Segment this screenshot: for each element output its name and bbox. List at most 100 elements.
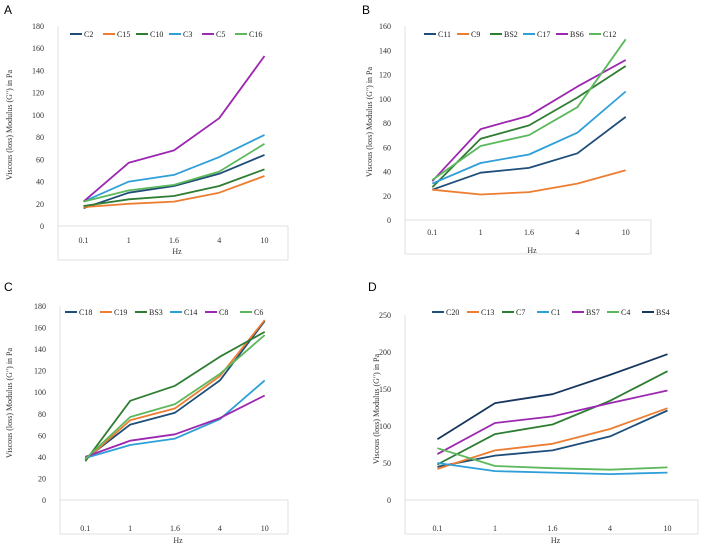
- legend-label: C12: [603, 30, 616, 39]
- x-tick-label: 0.1: [432, 524, 442, 533]
- x-axis-band: [59, 499, 289, 535]
- legend-label: C11: [438, 30, 451, 39]
- y-axis-title: Viscous (loss) Modulus (G") in Pa: [365, 66, 374, 177]
- y-tick-label: 100: [34, 388, 46, 397]
- x-axis-title: Hz: [551, 536, 561, 545]
- legend-label: C17: [537, 30, 550, 39]
- legend-label: C15: [117, 30, 130, 39]
- x-tick-label: 10: [622, 228, 630, 237]
- series-line-C8: [84, 394, 266, 458]
- x-tick-label: 1: [493, 524, 497, 533]
- x-axis-band: [404, 219, 652, 255]
- x-axis-title: Hz: [172, 247, 182, 256]
- y-tick-label: 120: [34, 367, 46, 376]
- legend-label: C13: [481, 308, 494, 317]
- series-line-C6: [84, 334, 266, 460]
- series-line-C14: [85, 379, 266, 459]
- legend-label: C1: [551, 308, 560, 317]
- legend-label: BS3: [149, 308, 163, 317]
- y-tick-label: 60: [36, 155, 44, 164]
- series-line-C1: [437, 462, 668, 476]
- y-tick-label: 60: [383, 143, 391, 152]
- legend-label: C6: [254, 308, 263, 317]
- x-tick-label: 0.1: [80, 524, 90, 533]
- y-tick-label: 100: [32, 111, 44, 120]
- y-tick-label: 80: [36, 133, 44, 142]
- y-tick-label: 160: [34, 324, 46, 333]
- y-tick-label: 200: [379, 348, 391, 357]
- y-tick-label: 150: [379, 385, 391, 394]
- legend-label: C16: [249, 30, 262, 39]
- x-tick-label: 10: [261, 524, 269, 533]
- y-tick-label: 160: [379, 22, 391, 31]
- series-line-C10: [83, 168, 265, 207]
- legend-label: C18: [79, 308, 92, 317]
- series-line-C13: [437, 407, 668, 470]
- x-axis-band: [404, 499, 699, 535]
- x-tick-label: 0.1: [79, 236, 89, 245]
- x-tick-label: 10: [664, 524, 672, 533]
- series-line-C15: [83, 175, 265, 208]
- legend-label: C19: [114, 308, 127, 317]
- x-tick-label: 1: [479, 228, 483, 237]
- series-line-C16: [83, 143, 265, 203]
- series-line-C9: [432, 169, 626, 196]
- x-axis-title: Hz: [173, 536, 183, 545]
- x-tick-label: 1.6: [170, 524, 180, 533]
- series-line-C3: [83, 134, 265, 203]
- y-tick-label: 20: [38, 474, 46, 483]
- legend-label: C14: [184, 308, 197, 317]
- y-tick-label: 0: [40, 222, 44, 231]
- y-tick-label: 80: [383, 119, 391, 128]
- series-line-C11: [432, 116, 627, 191]
- legend-label: BS6: [570, 30, 584, 39]
- series-line-BS2: [431, 65, 627, 188]
- x-axis-band: [57, 225, 289, 261]
- y-tick-label: 50: [383, 459, 391, 468]
- legend-label: BS2: [504, 30, 518, 39]
- legend-label: C9: [471, 30, 480, 39]
- series-line-C12: [431, 38, 627, 181]
- series-line-BS6: [431, 59, 627, 182]
- x-tick-label: 4: [575, 228, 579, 237]
- x-tick-label: 0.1: [427, 228, 437, 237]
- y-axis-title: Viscous (loss) Modulus (G") in Pa: [372, 353, 381, 464]
- legend-label: C20: [446, 308, 459, 317]
- series-line-C5: [82, 55, 266, 203]
- panel-letter: B: [362, 3, 370, 17]
- legend-label: BS7: [586, 308, 600, 317]
- y-tick-label: 20: [383, 192, 391, 201]
- x-tick-label: 1.6: [548, 524, 558, 533]
- y-tick-label: 80: [38, 410, 46, 419]
- y-tick-label: 40: [36, 178, 44, 187]
- legend-label: C4: [621, 308, 630, 317]
- chart-panel-B: B 0 20 40 60 80 100 120 140 160 0.1 1 1.6 4 10 Hz Viscou…: [362, 3, 652, 255]
- y-tick-label: 40: [38, 453, 46, 462]
- y-tick-label: 140: [379, 46, 391, 55]
- chart-panel-A: A 0 20 40 60 80 100 120 140 160 180 0.1 1 1.6 4 10 Hz Vis…: [4, 3, 289, 261]
- y-tick-label: 250: [379, 311, 391, 320]
- y-tick-label: 100: [379, 422, 391, 431]
- series-line-BS4: [436, 353, 668, 441]
- chart-panel-C: C 0 20 40 60 80 100 120 140 160 180 0.1 1 1.6 4 10 Hz Vis…: [4, 280, 289, 545]
- legend-label: C7: [516, 308, 525, 317]
- y-tick-label: 180: [32, 22, 44, 31]
- legend-label: C2: [84, 30, 93, 39]
- series-line-C19: [84, 319, 266, 461]
- y-tick-label: 40: [383, 168, 391, 177]
- series-line-C7: [436, 370, 668, 466]
- y-axis-title: Viscous (loss) Modulus (G") in Pa: [5, 69, 14, 180]
- chart-panel-D: D 0 50 100 150 200 250 0.1 1 1.6 4 10 Hz Viscous (los…: [368, 280, 699, 545]
- x-tick-label: 1: [127, 236, 131, 245]
- x-tick-label: 4: [608, 524, 612, 533]
- x-tick-label: 4: [218, 524, 222, 533]
- x-tick-label: 1.6: [524, 228, 534, 237]
- series-line-BS7: [436, 389, 668, 455]
- legend-label: C8: [219, 308, 228, 317]
- legend-label: C5: [216, 30, 225, 39]
- y-tick-label: 60: [38, 431, 46, 440]
- series-line-C4: [437, 447, 668, 471]
- series-line-C17: [431, 90, 627, 185]
- y-tick-label: 100: [379, 95, 391, 104]
